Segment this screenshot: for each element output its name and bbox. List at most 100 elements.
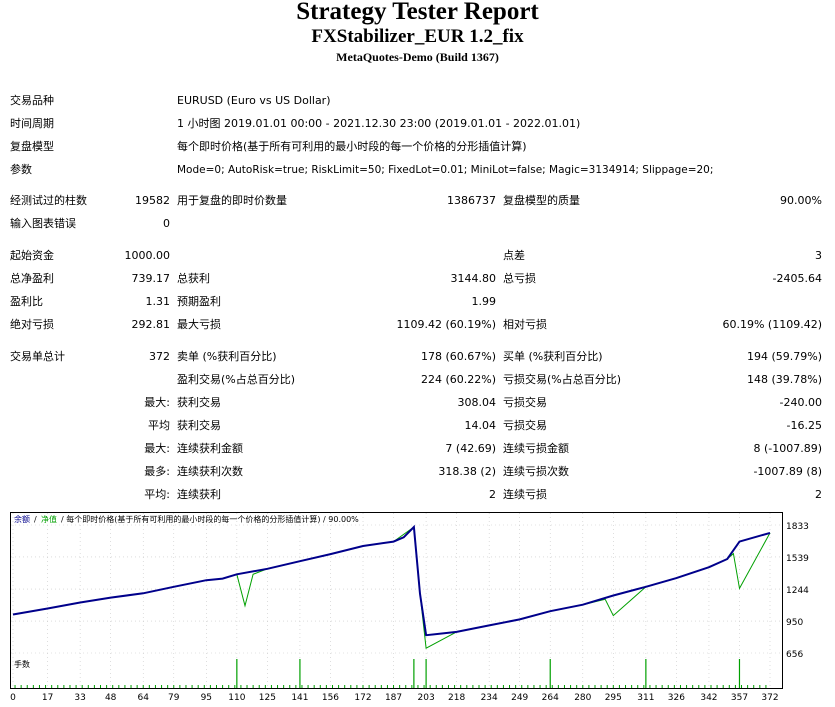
long-positions-value: 194 (59.79%): [746, 350, 822, 363]
expected-payoff-label: 预期盈利: [177, 295, 221, 308]
x-tick-label: 203: [418, 693, 435, 703]
x-tick-label: 372: [761, 693, 778, 703]
y-tick-label: 950: [786, 618, 803, 628]
average-profit-value: 14.04: [464, 419, 497, 432]
spread-label: 点差: [503, 249, 525, 262]
absolute-drawdown-value: 292.81: [131, 318, 171, 331]
params-label: 参数: [10, 163, 32, 176]
equity-line: [12, 526, 771, 649]
consecutive-losses-count-value: -1007.89 (8): [753, 465, 822, 478]
consecutive-wins-count-label: 连续获利次数: [177, 465, 243, 478]
server-build: MetaQuotes-Demo (Build 1367): [336, 50, 499, 64]
x-tick-label: 172: [354, 693, 371, 703]
volume-label: 手数: [14, 659, 30, 669]
gross-loss-label: 总亏损: [503, 272, 536, 285]
profit-factor-value: 1.31: [145, 295, 171, 308]
average-consecutive-wins-label: 连续获利: [177, 488, 221, 501]
x-tick-label: 187: [385, 693, 402, 703]
x-tick-label: 342: [700, 693, 717, 703]
x-tick-label: 280: [574, 693, 591, 703]
consecutive-wins-count-value: 318.38 (2): [438, 465, 496, 478]
ticks-label: 用于复盘的即时价数量: [177, 194, 287, 207]
average-consecutive-label: 平均:: [144, 488, 170, 501]
gross-profit-label: 总获利: [177, 272, 210, 285]
average-consecutive-losses-value: 2: [815, 488, 822, 501]
x-tick-label: 17: [42, 693, 53, 703]
x-tick-label: 295: [605, 693, 622, 703]
y-tick-label: 1833: [786, 522, 809, 532]
profit-trades-label: 盈利交易(%占总百分比): [177, 373, 296, 386]
x-tick-label: 48: [105, 693, 117, 703]
x-tick-label: 125: [259, 693, 276, 703]
net-profit-label: 总净盈利: [10, 272, 54, 285]
maximum-label: 最大:: [144, 442, 170, 455]
symbol-value: EURUSD (Euro vs US Dollar): [177, 94, 331, 107]
x-tick-label: 79: [168, 693, 180, 703]
bars-label: 经测试过的柱数: [10, 194, 87, 207]
largest-profit-value: 308.04: [457, 396, 497, 409]
symbol-label: 交易品种: [10, 94, 54, 107]
maximal-drawdown-value: 1109.42 (60.19%): [396, 318, 496, 331]
short-positions-label: 卖单 (%获利百分比): [177, 350, 277, 363]
loss-trades-value: 148 (39.78%): [746, 373, 822, 386]
x-tick-label: 156: [322, 693, 339, 703]
quality-label: 复盘模型的质量: [503, 194, 580, 207]
legend-equity: 净值: [41, 514, 57, 524]
deposit-label: 起始资金: [10, 249, 54, 262]
gross-profit-value: 3144.80: [450, 272, 497, 285]
total-trades-label: 交易单总计: [10, 350, 65, 363]
maximal-label: 最多:: [144, 465, 170, 478]
x-tick-label: 264: [542, 693, 559, 703]
net-profit-value: 739.17: [131, 272, 171, 285]
average-consecutive-losses-label: 连续亏损: [503, 488, 547, 501]
profit-trades-value: 224 (60.22%): [420, 373, 496, 386]
y-tick-label: 656: [786, 650, 803, 660]
long-positions-label: 买单 (%获利百分比): [503, 350, 603, 363]
gross-loss-value: -2405.64: [772, 272, 822, 285]
expected-payoff-value: 1.99: [471, 295, 497, 308]
x-tick-label: 311: [637, 693, 654, 703]
model-label: 复盘模型: [10, 140, 54, 153]
x-tick-label: 141: [291, 693, 308, 703]
errors-label: 输入图表错误: [10, 217, 76, 230]
volume-chart-frame: [10, 656, 783, 689]
params-value: Mode=0; AutoRisk=true; RiskLimit=50; Fix…: [177, 164, 714, 176]
profit-factor-label: 盈利比: [10, 295, 43, 308]
x-tick-label: 218: [448, 693, 465, 703]
period-value: 1 小时图 2019.01.01 00:00 - 2021.12.30 23:0…: [177, 117, 581, 130]
loss-trades-label: 亏损交易(%占总百分比): [503, 373, 622, 386]
largest-loss-value: -240.00: [779, 396, 822, 409]
x-tick-label: 234: [481, 693, 498, 703]
relative-drawdown-value: 60.19% (1109.42): [722, 318, 822, 331]
short-positions-value: 178 (60.67%): [420, 350, 496, 363]
average-loss-value: -16.25: [786, 419, 822, 432]
legend-separator: /: [34, 515, 37, 524]
consecutive-losses-amount-value: 8 (-1007.89): [753, 442, 822, 455]
spread-value: 3: [815, 249, 822, 262]
x-tick-label: 33: [74, 693, 85, 703]
x-tick-label: 0: [10, 693, 16, 703]
average-loss-label: 亏损交易: [503, 419, 547, 432]
balance-line: [12, 524, 771, 637]
average-label: 平均: [148, 419, 170, 432]
y-tick-label: 1539: [786, 554, 809, 564]
errors-value: 0: [163, 217, 170, 230]
average-profit-label: 获利交易: [177, 419, 221, 432]
legend-description: / 每个即时价格(基于所有可利用的最小时段的每一个价格的分形插值计算) / 90…: [61, 514, 359, 524]
x-tick-label: 249: [511, 693, 528, 703]
x-tick-label: 357: [731, 693, 748, 703]
report-title: Strategy Tester Report: [296, 0, 539, 25]
expert-name: FXStabilizer_EUR 1.2_fix: [311, 26, 524, 47]
relative-drawdown-label: 相对亏损: [503, 318, 547, 331]
x-tick-label: 110: [228, 693, 245, 703]
largest-label: 最大:: [144, 396, 170, 409]
consecutive-losses-count-label: 连续亏损次数: [503, 465, 569, 478]
deposit-value: 1000.00: [124, 249, 171, 262]
absolute-drawdown-label: 绝对亏损: [10, 318, 54, 331]
maximal-drawdown-label: 最大亏损: [177, 318, 221, 331]
largest-profit-label: 获利交易: [177, 396, 221, 409]
x-tick-label: 95: [201, 693, 212, 703]
period-label: 时间周期: [10, 117, 54, 130]
ticks-value: 1386737: [447, 194, 496, 207]
